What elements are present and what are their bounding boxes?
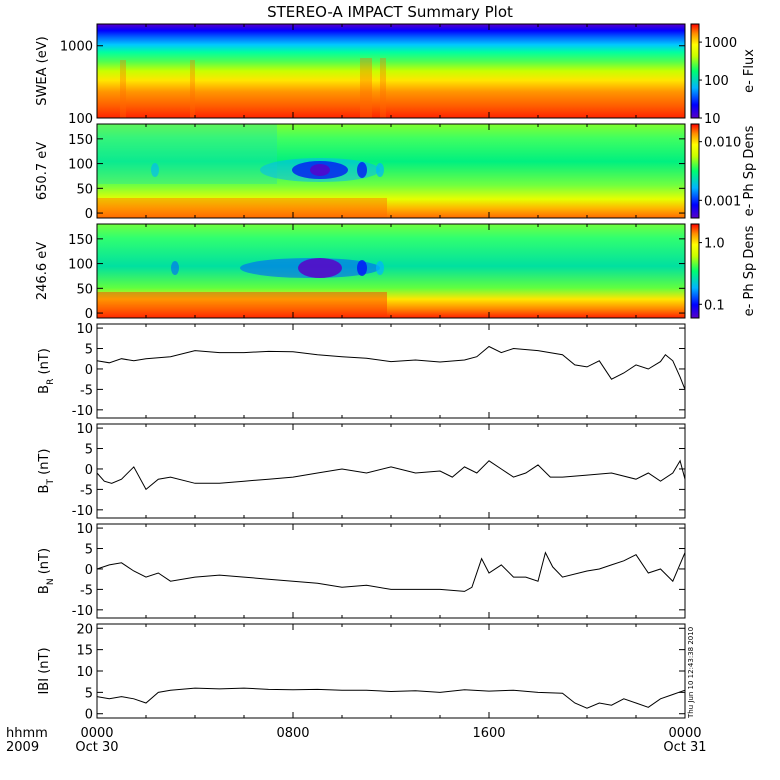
line-ytick-label: 0 — [85, 708, 93, 723]
spectrogram-ylabel: 650.7 eV — [35, 142, 50, 200]
ylabel-unit: (nT) — [37, 449, 52, 479]
line-ytick-label: 10 — [76, 322, 93, 337]
spectrogram-ytick-label: 0 — [85, 207, 93, 222]
colorbar-label: e- Flux — [742, 49, 757, 93]
chart-title: STEREO-A IMPACT Summary Plot — [267, 3, 513, 21]
line-ytick-label: 10 — [76, 522, 93, 537]
line-ytick-label: 15 — [76, 644, 93, 659]
colorbar-tick-label: 0.010 — [704, 136, 741, 151]
ylabel-unit: (nT) — [37, 348, 52, 378]
spectrogram-ytick-label: 100 — [68, 158, 93, 173]
colorbar — [690, 23, 700, 119]
spectrogram-ylabel: 246.6 eV — [35, 242, 50, 300]
line-ylabel-text: BR (nT) — [37, 348, 56, 394]
line-ytick-label: -10 — [72, 404, 93, 419]
time-tick-label: 0000 — [80, 726, 113, 741]
colorbar — [690, 223, 700, 319]
line-ytick-label: -5 — [80, 383, 93, 398]
time-tick-label: 0800 — [276, 726, 309, 741]
time-axis-label: hhmm — [6, 726, 48, 741]
generation-timestamp: Thu Jun 10 12:43:38 2010 — [687, 627, 695, 719]
line-ytick-label: 10 — [76, 665, 93, 680]
spectrogram-ylabel: SWEA (eV) — [35, 36, 50, 105]
line-ylabel-text: IBI (nT) — [37, 647, 52, 694]
colorbar-tick-label: 0.1 — [704, 298, 725, 313]
line-ylabel-text: BN (nT) — [37, 548, 56, 594]
spectrogram-ytick-label: 100 — [68, 112, 93, 127]
line-ytick-label: 5 — [85, 343, 93, 358]
time-tick-sublabel: Oct 31 — [663, 740, 706, 755]
line-ylabel: IBI (nT) — [37, 647, 52, 694]
pad-650-spectrogram — [97, 124, 685, 218]
ylabel-unit: (nT) — [37, 548, 52, 578]
field-trace-1 — [96, 459, 686, 491]
line-ytick-label: 20 — [76, 622, 93, 637]
spectrogram-ytick-label: 50 — [76, 182, 93, 197]
time-tick-label: 0000 — [668, 726, 701, 741]
panel-frames — [96, 23, 686, 719]
spectrogram-ytick-label: 0 — [85, 307, 93, 322]
time-tick-sublabel: Oct 30 — [75, 740, 118, 755]
time-axis-year: 2009 — [6, 740, 39, 755]
line-ylabel: BT (nT) — [37, 449, 56, 494]
spectrogram-ytick-label: 1000 — [60, 40, 93, 55]
spectrogram-ytick-label: 150 — [68, 133, 93, 148]
line-ytick-label: -5 — [80, 583, 93, 598]
line-ytick-label: 10 — [76, 422, 93, 437]
field-trace-3 — [96, 687, 686, 709]
line-ylabel-text: BT (nT) — [37, 449, 56, 494]
spectrogram-ytick-label: 150 — [68, 233, 93, 248]
swea-spectrogram — [97, 24, 685, 118]
ylabel-sub: N — [46, 578, 56, 585]
line-ytick-label: -10 — [72, 504, 93, 519]
colorbar — [690, 123, 700, 219]
panel-frame-4 — [96, 423, 686, 519]
line-ytick-label: 0 — [85, 463, 93, 478]
pad-246-spectrogram — [97, 224, 685, 318]
colorbar-tick-label: 10 — [704, 112, 721, 127]
colorbar-tick-label: 0.001 — [704, 194, 741, 209]
ylabel-base: B — [37, 385, 52, 394]
colorbar-label: e- Ph Sp Dens — [742, 225, 757, 316]
ylabel-base: B — [37, 485, 52, 494]
line-ytick-label: 5 — [85, 543, 93, 558]
ylabel-unit: (nT) — [37, 647, 52, 677]
field-trace-0 — [96, 345, 686, 390]
field-traces — [96, 345, 686, 709]
line-ytick-label: -5 — [80, 483, 93, 498]
line-ylabel: BN (nT) — [37, 548, 56, 594]
colorbar-tick-label: 1000 — [704, 36, 737, 51]
ylabel-base: IBI — [37, 678, 52, 695]
ylabel-sub: T — [46, 479, 56, 486]
line-ytick-label: 5 — [85, 443, 93, 458]
line-ytick-label: 5 — [85, 686, 93, 701]
panel-frame-3 — [96, 323, 686, 419]
spectrogram-ytick-label: 100 — [68, 258, 93, 273]
time-tick-label: 1600 — [472, 726, 505, 741]
colorbar-tick-label: 1.0 — [704, 237, 725, 252]
field-trace-2 — [96, 551, 686, 592]
line-ytick-label: 0 — [85, 563, 93, 578]
spectrogram-ytick-label: 50 — [76, 282, 93, 297]
line-ytick-label: 0 — [85, 363, 93, 378]
ylabel-sub: R — [46, 379, 56, 385]
colorbar-label: e- Ph Sp Dens — [742, 125, 757, 216]
line-ytick-label: -10 — [72, 604, 93, 619]
panel-frame-5 — [96, 523, 686, 619]
ylabel-base: B — [37, 585, 52, 594]
line-ylabel: BR (nT) — [37, 348, 56, 394]
colorbar-tick-label: 100 — [704, 74, 729, 89]
